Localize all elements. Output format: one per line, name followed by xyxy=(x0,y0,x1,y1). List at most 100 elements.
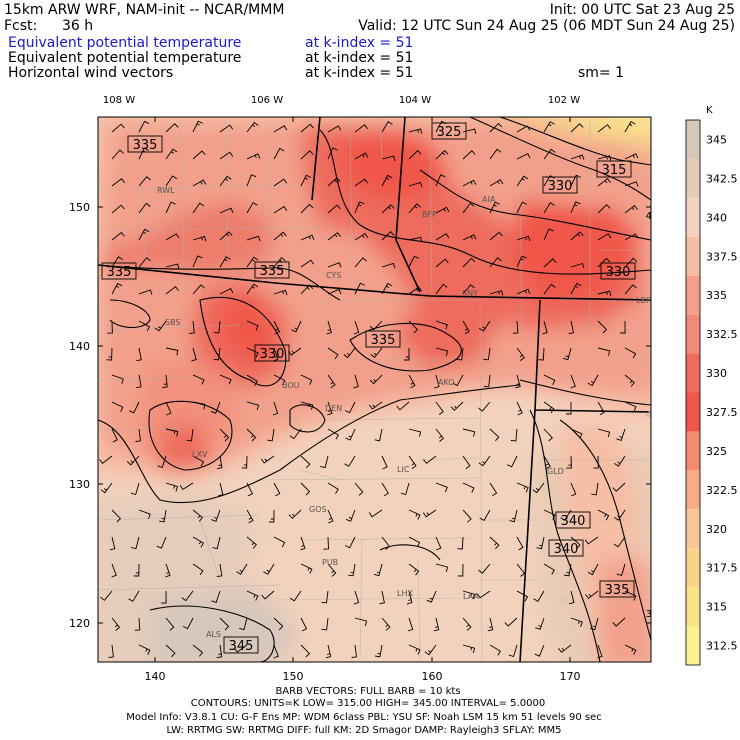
station-labels: RWL BFF AIA CYS SNY LBF SBS BOU AKO DEN … xyxy=(157,186,651,639)
wind-barb xyxy=(111,178,125,187)
wind-barb xyxy=(570,482,577,497)
contour-label: 325 xyxy=(431,122,467,140)
y-tick-label: 130 xyxy=(69,478,90,491)
wind-barb xyxy=(111,231,125,241)
wind-barb xyxy=(624,233,639,241)
lon-label-102w: 102 W xyxy=(548,95,580,106)
wind-barb xyxy=(219,256,231,268)
wind-barb xyxy=(435,283,448,295)
wind-barb xyxy=(192,563,204,576)
colorbar-swatch xyxy=(686,158,700,198)
wind-barb xyxy=(165,285,179,295)
wind-barb xyxy=(154,320,167,332)
wind-barb xyxy=(516,347,525,361)
wind-barb xyxy=(457,536,464,550)
field1-level: at k-index = 51 xyxy=(305,35,413,51)
wind-barb xyxy=(320,455,329,469)
wind-barb xyxy=(217,482,224,497)
wind-barb xyxy=(343,347,356,359)
wind-barb xyxy=(192,374,205,385)
wind-barb xyxy=(260,455,275,464)
wind-barb xyxy=(219,231,233,241)
svg-text:325: 325 xyxy=(437,125,462,140)
wind-barb xyxy=(597,290,612,297)
wind-barb xyxy=(111,374,124,384)
wind-barb xyxy=(353,320,360,335)
lat-label-40n: 40 N xyxy=(646,410,669,421)
wind-barb xyxy=(624,644,637,655)
wind-barb xyxy=(246,509,254,524)
wind-barb xyxy=(165,617,175,631)
field2-name: Equivalent potential temperature xyxy=(8,50,241,66)
wind-barb xyxy=(300,563,313,574)
wind-barb xyxy=(570,174,581,187)
wind-barb xyxy=(273,289,288,296)
wind-barb xyxy=(100,590,113,601)
wind-barb xyxy=(138,257,151,268)
wind-barb xyxy=(408,286,423,295)
wind-barb xyxy=(213,320,221,334)
wind-barb xyxy=(434,374,440,389)
wind-barb xyxy=(182,617,194,630)
wind-barb xyxy=(325,644,332,659)
wind-barb xyxy=(407,617,414,632)
wind-barb xyxy=(516,255,527,268)
wind-barb xyxy=(381,482,389,497)
model-info: Model Info: V3.8.1 CU: G-F Ens MP: WDM 6… xyxy=(126,712,602,723)
wind-barb xyxy=(408,509,421,520)
wind-barb xyxy=(246,256,259,268)
wind-barb xyxy=(300,259,315,268)
wind-barb xyxy=(327,563,337,577)
station-pub: PUB xyxy=(322,558,338,567)
wind-barb xyxy=(462,644,476,654)
wind-barb xyxy=(300,123,314,133)
wind-barb xyxy=(300,374,313,385)
wind-barb xyxy=(246,374,258,386)
longitude-labels: 108 W 106 W 104 W 102 W xyxy=(103,95,580,106)
wind-barb xyxy=(374,644,383,658)
wind-barb xyxy=(138,176,151,187)
wind-barb xyxy=(216,644,223,659)
wind-barb xyxy=(289,590,302,602)
colorbar-label: 327.5 xyxy=(706,406,738,419)
wind-barb xyxy=(489,148,502,160)
wind-barb xyxy=(597,509,610,521)
wind-barb xyxy=(570,231,584,241)
station-lic: LIC xyxy=(397,465,410,474)
wind-barb xyxy=(462,202,475,214)
wind-barb xyxy=(597,347,611,356)
wind-barb xyxy=(508,644,518,658)
svg-text:340: 340 xyxy=(554,542,579,557)
wind-barb xyxy=(165,201,176,214)
wind-barb xyxy=(138,120,150,133)
wind-barb xyxy=(345,428,356,441)
station-gld: GLD xyxy=(547,467,564,476)
wind-barb xyxy=(408,150,422,160)
wind-barb xyxy=(165,401,172,416)
field3-name: Horizontal wind vectors xyxy=(8,65,173,81)
station-bff: BFF xyxy=(422,210,437,219)
colorbar-label: 322.5 xyxy=(706,484,738,497)
wind-barb xyxy=(129,401,140,414)
wind-barb xyxy=(135,428,142,442)
wind-barbs xyxy=(99,120,639,659)
wind-barb xyxy=(566,402,572,415)
wind-barb xyxy=(192,179,207,187)
wind-barb xyxy=(327,428,340,440)
wind-barb xyxy=(478,401,491,412)
wind-barb xyxy=(216,455,223,470)
wind-barb xyxy=(624,374,635,387)
wind-barb xyxy=(327,177,341,187)
field1-name: Equivalent potential temperature xyxy=(8,35,241,51)
wind-barb xyxy=(426,590,437,603)
wind-barb xyxy=(108,644,114,658)
wind-barb xyxy=(543,509,556,520)
wind-barb xyxy=(327,262,342,268)
wind-barb xyxy=(192,284,205,295)
wind-barb xyxy=(435,401,444,415)
wind-barb xyxy=(616,428,626,441)
wind-barb xyxy=(300,536,306,551)
wind-barb xyxy=(210,401,221,414)
colorbar-swatch xyxy=(686,509,700,549)
